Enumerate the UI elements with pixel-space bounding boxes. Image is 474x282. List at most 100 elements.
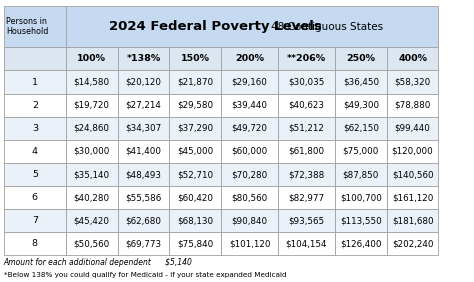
Text: $51,212: $51,212: [289, 124, 324, 133]
Bar: [335, 209, 387, 232]
Text: $70,280: $70,280: [231, 170, 268, 179]
Text: $36,450: $36,450: [343, 78, 379, 87]
Text: 200%: 200%: [235, 54, 264, 63]
Bar: [278, 163, 335, 186]
Bar: [335, 47, 387, 70]
Bar: [66, 117, 118, 140]
Text: 1: 1: [32, 78, 38, 87]
Bar: [169, 70, 221, 94]
Text: $72,388: $72,388: [288, 170, 325, 179]
Bar: [66, 186, 118, 209]
Bar: [118, 232, 169, 255]
Bar: [387, 232, 438, 255]
Bar: [4, 70, 66, 94]
Bar: [221, 232, 278, 255]
Text: $45,000: $45,000: [177, 147, 213, 156]
Bar: [387, 186, 438, 209]
Text: $14,580: $14,580: [73, 78, 110, 87]
Bar: [118, 163, 169, 186]
Text: 48 Contiguous States: 48 Contiguous States: [271, 21, 383, 32]
Text: $140,560: $140,560: [392, 170, 433, 179]
Text: $50,560: $50,560: [73, 239, 110, 248]
Text: 2024 Federal Poverty Levels: 2024 Federal Poverty Levels: [109, 20, 321, 33]
Bar: [118, 140, 169, 163]
Bar: [118, 47, 169, 70]
Bar: [335, 94, 387, 117]
Bar: [66, 47, 118, 70]
Text: $40,280: $40,280: [73, 193, 110, 202]
Text: $58,320: $58,320: [394, 78, 431, 87]
Bar: [4, 140, 66, 163]
Text: $49,720: $49,720: [232, 124, 268, 133]
Text: 7: 7: [32, 216, 38, 225]
Bar: [118, 70, 169, 94]
Text: $29,580: $29,580: [177, 101, 213, 110]
Bar: [221, 163, 278, 186]
Text: $161,120: $161,120: [392, 193, 433, 202]
Text: $104,154: $104,154: [286, 239, 327, 248]
Bar: [169, 209, 221, 232]
Bar: [335, 232, 387, 255]
Text: **206%: **206%: [287, 54, 326, 63]
Text: $19,720: $19,720: [74, 101, 109, 110]
Text: $181,680: $181,680: [392, 216, 433, 225]
Text: $120,000: $120,000: [392, 147, 434, 156]
Text: Amount for each additional dependent      $5,140: Amount for each additional dependent $5,…: [4, 259, 192, 268]
Text: $99,440: $99,440: [395, 124, 430, 133]
Text: 150%: 150%: [181, 54, 210, 63]
Text: $30,000: $30,000: [73, 147, 110, 156]
Bar: [221, 94, 278, 117]
Text: 5: 5: [32, 170, 38, 179]
Text: Persons in
Household: Persons in Household: [6, 17, 49, 36]
Text: $87,850: $87,850: [343, 170, 379, 179]
Text: $35,140: $35,140: [73, 170, 110, 179]
Text: $27,214: $27,214: [126, 101, 162, 110]
Bar: [4, 47, 66, 70]
Text: $75,840: $75,840: [177, 239, 213, 248]
Bar: [4, 117, 66, 140]
Text: $90,840: $90,840: [231, 216, 268, 225]
Bar: [387, 140, 438, 163]
Bar: [169, 186, 221, 209]
Bar: [66, 163, 118, 186]
Text: $68,130: $68,130: [177, 216, 213, 225]
Text: $40,623: $40,623: [289, 101, 325, 110]
Bar: [169, 117, 221, 140]
Bar: [221, 117, 278, 140]
Text: $29,160: $29,160: [232, 78, 267, 87]
Bar: [278, 117, 335, 140]
Bar: [4, 209, 66, 232]
Bar: [118, 186, 169, 209]
Bar: [4, 232, 66, 255]
Text: $49,300: $49,300: [343, 101, 379, 110]
Text: *138%: *138%: [127, 54, 161, 63]
Text: 250%: 250%: [346, 54, 375, 63]
Text: $113,550: $113,550: [340, 216, 382, 225]
Bar: [335, 163, 387, 186]
Bar: [335, 140, 387, 163]
Text: $34,307: $34,307: [125, 124, 162, 133]
Bar: [278, 209, 335, 232]
Bar: [278, 70, 335, 94]
Text: $37,290: $37,290: [177, 124, 213, 133]
Text: $202,240: $202,240: [392, 239, 433, 248]
Bar: [278, 232, 335, 255]
Text: 2: 2: [32, 101, 38, 110]
Bar: [4, 163, 66, 186]
Bar: [335, 117, 387, 140]
Text: $52,710: $52,710: [177, 170, 213, 179]
Bar: [221, 70, 278, 94]
Text: $80,560: $80,560: [231, 193, 268, 202]
Text: $93,565: $93,565: [289, 216, 325, 225]
Bar: [4, 186, 66, 209]
Text: $78,880: $78,880: [394, 101, 431, 110]
Text: $55,586: $55,586: [125, 193, 162, 202]
Bar: [66, 209, 118, 232]
Text: $30,035: $30,035: [288, 78, 325, 87]
Bar: [169, 232, 221, 255]
Bar: [66, 140, 118, 163]
Text: 8: 8: [32, 239, 38, 248]
Text: $60,000: $60,000: [231, 147, 268, 156]
Text: $39,440: $39,440: [232, 101, 268, 110]
Bar: [335, 70, 387, 94]
